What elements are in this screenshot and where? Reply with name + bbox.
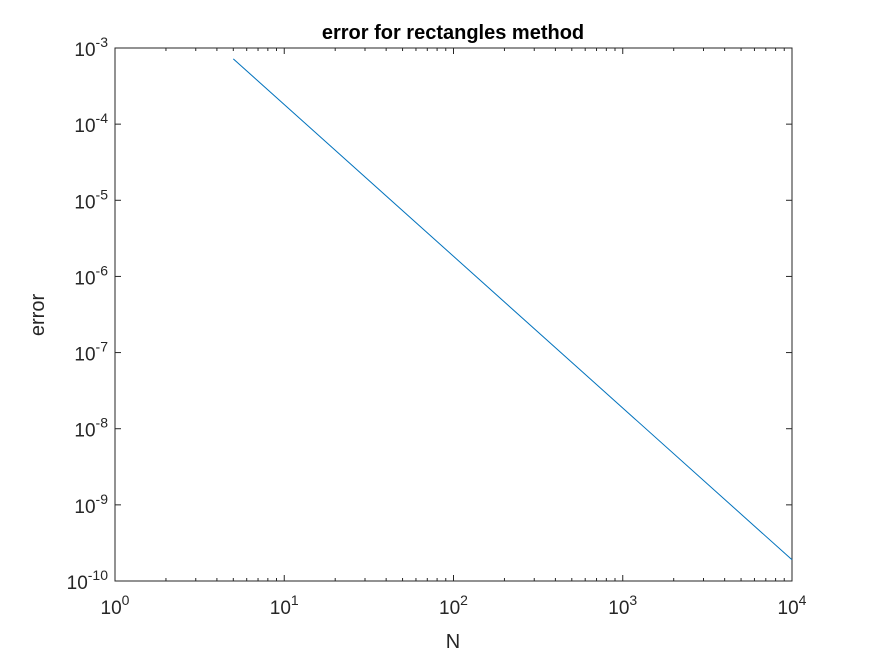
y-tick-label: 10-10: [67, 567, 109, 594]
series-layer: [232, 58, 793, 561]
x-tick-label: 102: [439, 592, 468, 619]
plot-area: [114, 47, 793, 582]
tick-marks: [114, 47, 793, 582]
y-tick-label: 10-5: [74, 186, 108, 213]
x-axis-label: N: [446, 631, 460, 653]
y-tick-label: 10-4: [74, 110, 108, 137]
y-tick-label: 10-8: [74, 415, 108, 442]
series-line-1: [232, 58, 793, 561]
chart-title: error for rectangles method: [322, 22, 584, 44]
x-tick-label: 104: [778, 592, 807, 619]
x-tick-label: 100: [101, 592, 130, 619]
y-tick-label: 10-6: [74, 262, 108, 289]
x-tick-label: 103: [608, 592, 637, 619]
y-axis-label: error: [27, 294, 49, 337]
y-tick-label: 10-3: [74, 34, 108, 61]
y-tick-label: 10-9: [74, 491, 108, 518]
tick-labels: 100 101 102 103 104 10-3 10-4 10-5 10-6 10-7 10-8 1…: [67, 34, 807, 619]
x-tick-label: 101: [270, 592, 299, 619]
y-tick-label: 10-7: [74, 339, 108, 366]
